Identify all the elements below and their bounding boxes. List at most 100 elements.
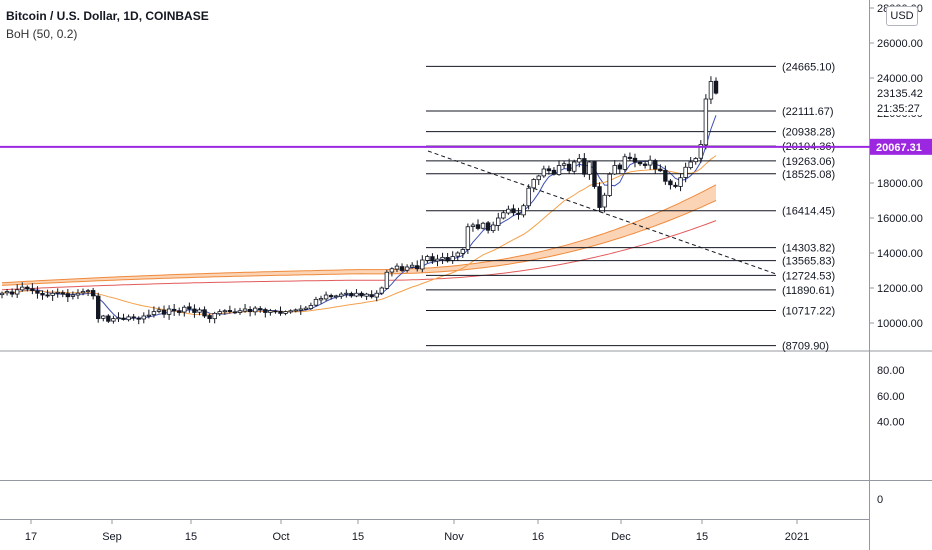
- fib-level-label: (14303.82): [782, 243, 835, 255]
- fib-level-label: (24665.10): [782, 61, 835, 73]
- candle-body: [30, 288, 35, 292]
- candle-body: [116, 317, 121, 320]
- candle-body: [323, 294, 329, 300]
- price-labels: 20067.31 23135.42 21:35:27: [870, 86, 932, 155]
- ribbon-upper-line: [1, 184, 717, 284]
- price-tick-label: 16000.00: [877, 213, 923, 225]
- candle-body: [572, 161, 577, 172]
- fib-level-label: (19263.06): [782, 156, 835, 168]
- candle-body: [511, 208, 516, 214]
- candle-body: [121, 317, 126, 320]
- candle-body: [663, 170, 668, 182]
- candle-body: [420, 259, 425, 270]
- candle-body: [642, 163, 648, 166]
- candle-body: [364, 293, 369, 297]
- candle-body: [394, 265, 400, 270]
- marked-price-tag: [870, 138, 932, 155]
- indicator-title: BoH (50, 0.2): [6, 27, 78, 41]
- last-price-tag: [870, 86, 932, 116]
- candle-body: [374, 292, 379, 298]
- currency-button[interactable]: USD: [886, 6, 918, 26]
- candle-body: [136, 317, 141, 320]
- candle-body: [25, 286, 30, 290]
- ribbon-lower-line: [1, 200, 717, 286]
- candle-body: [192, 308, 197, 313]
- candle-body: [653, 160, 658, 170]
- candle-body: [217, 311, 222, 315]
- candle-body: [668, 180, 673, 186]
- candle-body: [298, 308, 303, 311]
- candle-body: [622, 156, 628, 170]
- candle-body: [531, 179, 536, 189]
- candle-body: [156, 309, 162, 312]
- candle-body: [161, 309, 167, 315]
- candle-body: [678, 177, 683, 187]
- candle-body: [20, 286, 25, 291]
- candle-body: [516, 212, 521, 215]
- candle-body: [14, 289, 20, 295]
- candle-body: [541, 168, 547, 177]
- candle-body: [227, 310, 233, 313]
- candle-body: [409, 264, 415, 268]
- candle-body: [688, 161, 693, 169]
- candle-body: [460, 249, 466, 254]
- price-tick-label: 12000.00: [877, 283, 923, 295]
- candle-body: [182, 306, 187, 313]
- candle-body: [60, 292, 65, 295]
- candle-body: [166, 308, 172, 315]
- marked-price-text: 20067.31: [876, 142, 922, 154]
- candle-body: [627, 156, 633, 159]
- candle-body: [399, 266, 405, 271]
- time-tick-label: 15: [352, 531, 364, 543]
- candle-body: [308, 305, 314, 309]
- candle-body: [293, 309, 298, 312]
- time-axis[interactable]: 17 Sep 15 Oct 15 Nov 16 Dec 15 2021: [25, 520, 809, 543]
- candle-body: [658, 168, 663, 172]
- candle-body: [430, 256, 435, 262]
- candle-body: [344, 292, 349, 295]
- ribbon-red-line: [1, 220, 717, 291]
- ribbon-band: [2, 184, 716, 286]
- candle-body: [551, 169, 557, 175]
- candle-body: [35, 290, 40, 294]
- fib-level-label: (10717.22): [782, 305, 835, 317]
- candle-body: [703, 98, 709, 146]
- candle-body: [0, 292, 5, 296]
- candle-body: [40, 293, 45, 296]
- price-tick-label: 26000.00: [877, 38, 923, 50]
- candle-body: [268, 310, 273, 313]
- symbol-title: Bitcoin / U.S. Dollar, 1D, COINBASE: [6, 9, 209, 23]
- candlesticks: [0, 76, 719, 325]
- fib-level-label: (16414.45): [782, 206, 835, 218]
- oscillator-tick-label: 40.00: [877, 417, 905, 429]
- candle-body: [111, 318, 116, 322]
- candle-body: [9, 291, 15, 295]
- candle-body: [288, 310, 293, 313]
- candle-body: [698, 144, 704, 159]
- countdown-text: 21:35:27: [877, 103, 920, 115]
- candle-body: [496, 217, 501, 226]
- price-tick-label: 14000.00: [877, 248, 923, 260]
- candle-body: [202, 309, 207, 317]
- candle-body: [455, 252, 460, 257]
- oscillator-scale[interactable]: 80.00 60.00 40.00 0: [877, 365, 905, 506]
- candle-body: [612, 165, 617, 175]
- time-tick-label: 2021: [785, 531, 809, 543]
- candle-body: [177, 310, 182, 313]
- candle-body: [313, 298, 319, 306]
- candle-body: [197, 309, 202, 313]
- candle-body: [65, 293, 71, 298]
- candle-body: [536, 175, 541, 181]
- candle-body: [303, 307, 309, 310]
- candle-body: [693, 158, 698, 163]
- candle-body: [521, 205, 526, 216]
- candle-body: [501, 212, 506, 219]
- candle-body: [318, 298, 324, 301]
- candle-body: [328, 295, 334, 298]
- candle-body: [597, 186, 602, 208]
- price-scale[interactable]: 28000.0026000.0024000.0022000.0020000.00…: [870, 3, 923, 330]
- candle-body: [359, 292, 364, 297]
- candle-body: [339, 293, 344, 297]
- candle-body: [50, 292, 55, 296]
- oscillator-tick-label: 80.00: [877, 365, 905, 377]
